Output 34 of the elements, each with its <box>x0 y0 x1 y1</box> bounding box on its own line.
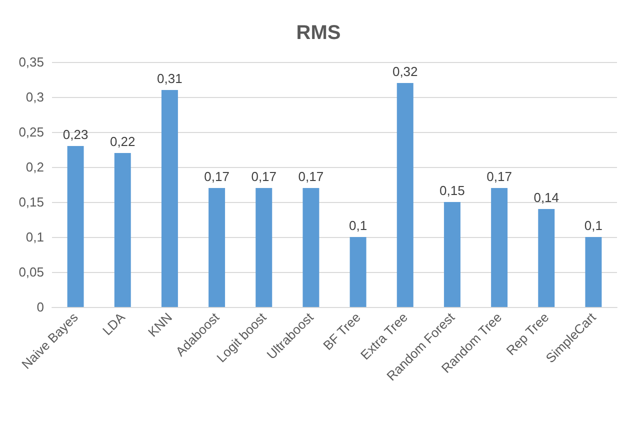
y-tick-label: 0,2 <box>26 160 44 174</box>
chart-title: RMS <box>296 22 341 44</box>
data-label: 0,17 <box>251 169 277 184</box>
y-tick-label: 0 <box>36 300 44 314</box>
y-tick-label: 0,35 <box>18 54 44 70</box>
bar <box>444 202 460 307</box>
data-label: 0,17 <box>298 169 324 184</box>
y-tick-label: 0,15 <box>18 194 44 210</box>
data-label: 0,14 <box>534 190 560 205</box>
bar <box>67 146 84 307</box>
bar <box>302 188 320 307</box>
bar <box>491 188 508 307</box>
data-label: 0,1 <box>584 218 602 233</box>
bar <box>161 90 178 307</box>
y-tick-label: 0,3 <box>26 90 44 104</box>
bar <box>256 188 272 307</box>
bar <box>585 237 602 307</box>
data-label: 0,22 <box>110 134 136 149</box>
y-tick-label: 0,1 <box>26 230 44 244</box>
data-label: 0,1 <box>349 218 368 233</box>
data-label: 0,15 <box>440 183 465 198</box>
data-label: 0,32 <box>392 64 418 79</box>
data-label: 0,23 <box>62 127 88 142</box>
data-label: 0,17 <box>204 169 230 184</box>
data-label: 0,31 <box>157 71 182 86</box>
bar <box>350 237 366 307</box>
y-tick-label: 0,05 <box>18 264 44 280</box>
data-label: 0,17 <box>486 169 512 184</box>
x-tick-label: LDA <box>99 309 128 338</box>
bar <box>538 209 555 307</box>
bar <box>396 83 414 307</box>
bar <box>114 153 131 307</box>
bar <box>208 188 226 307</box>
y-tick-label: 0,25 <box>18 124 44 140</box>
